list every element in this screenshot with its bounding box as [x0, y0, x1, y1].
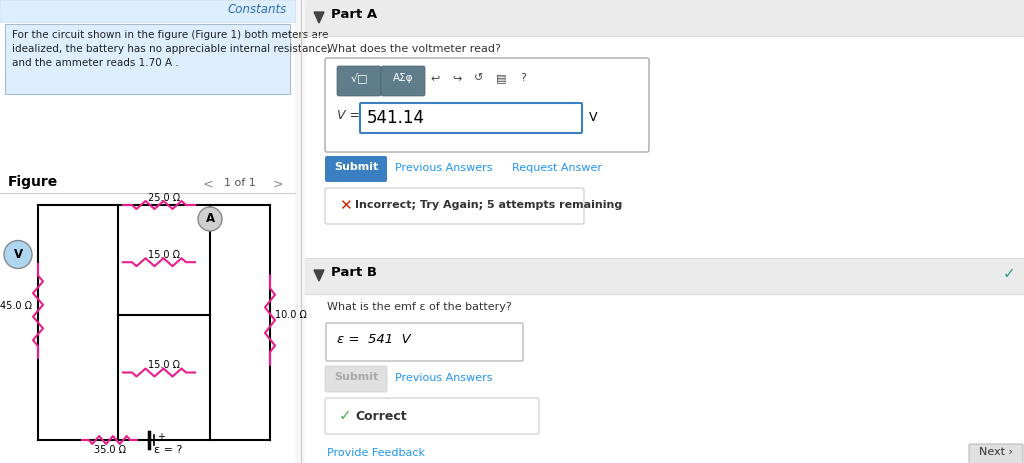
Text: ↺: ↺ — [474, 73, 483, 83]
Polygon shape — [314, 270, 324, 281]
FancyBboxPatch shape — [325, 188, 584, 224]
Polygon shape — [314, 12, 324, 23]
FancyBboxPatch shape — [0, 0, 295, 22]
Text: ↩: ↩ — [430, 73, 439, 83]
Text: For the circuit shown in the figure (Figure 1) both meters are: For the circuit shown in the figure (Fig… — [12, 30, 329, 40]
Text: Previous Answers: Previous Answers — [395, 163, 493, 173]
FancyBboxPatch shape — [326, 323, 523, 361]
Text: and the ammeter reads 1.70 A .: and the ammeter reads 1.70 A . — [12, 58, 179, 68]
Text: What is the emf ε of the battery?: What is the emf ε of the battery? — [327, 302, 512, 312]
Text: Constants: Constants — [227, 3, 287, 16]
Text: Part B: Part B — [331, 266, 377, 279]
Text: 25.0 Ω: 25.0 Ω — [147, 193, 180, 203]
Text: 15.0 Ω: 15.0 Ω — [148, 361, 180, 370]
Text: Incorrect; Try Again; 5 attempts remaining: Incorrect; Try Again; 5 attempts remaini… — [355, 200, 623, 210]
FancyBboxPatch shape — [325, 366, 387, 392]
Text: >: > — [272, 178, 284, 191]
Text: V: V — [589, 111, 597, 124]
Text: ↪: ↪ — [453, 73, 462, 83]
Circle shape — [4, 240, 32, 269]
Text: √□: √□ — [350, 73, 368, 84]
Text: V =: V = — [337, 109, 360, 122]
FancyBboxPatch shape — [325, 156, 387, 182]
FancyBboxPatch shape — [305, 0, 1024, 36]
Text: ▤: ▤ — [496, 73, 506, 83]
FancyBboxPatch shape — [305, 0, 1024, 463]
Text: 1 of 1: 1 of 1 — [224, 178, 256, 188]
FancyBboxPatch shape — [0, 0, 295, 463]
Text: 10.0 Ω: 10.0 Ω — [275, 310, 307, 320]
Text: Previous Answers: Previous Answers — [395, 373, 493, 383]
Text: Part A: Part A — [331, 8, 377, 21]
FancyBboxPatch shape — [381, 66, 425, 96]
Text: ?: ? — [520, 73, 526, 83]
Text: idealized, the battery has no appreciable internal resistance,: idealized, the battery has no appreciabl… — [12, 44, 331, 54]
Text: Request Answer: Request Answer — [512, 163, 602, 173]
FancyBboxPatch shape — [305, 258, 1024, 294]
Text: Submit: Submit — [334, 372, 378, 382]
Text: ✕: ✕ — [339, 198, 352, 213]
Text: ✓: ✓ — [339, 408, 352, 423]
Text: ε = ?: ε = ? — [154, 445, 182, 455]
Text: Next ›: Next › — [979, 447, 1013, 457]
Text: A: A — [206, 213, 215, 225]
Text: What does the voltmeter read?: What does the voltmeter read? — [327, 44, 501, 54]
Text: <: < — [203, 178, 213, 191]
Circle shape — [198, 207, 222, 231]
Text: ✓: ✓ — [1002, 266, 1015, 281]
FancyBboxPatch shape — [337, 66, 381, 96]
Text: Provide Feedback: Provide Feedback — [327, 448, 425, 458]
Text: 35.0 Ω: 35.0 Ω — [93, 445, 126, 455]
Text: Figure: Figure — [8, 175, 58, 189]
Text: V: V — [13, 248, 23, 261]
Text: ΑΣφ: ΑΣφ — [393, 73, 414, 83]
FancyBboxPatch shape — [325, 58, 649, 152]
Text: 541.14: 541.14 — [367, 109, 425, 127]
FancyBboxPatch shape — [325, 398, 539, 434]
Text: 45.0 Ω: 45.0 Ω — [0, 301, 32, 311]
Text: +: + — [157, 432, 165, 442]
Text: Submit: Submit — [334, 162, 378, 172]
FancyBboxPatch shape — [5, 24, 290, 94]
Text: ε =  541  V: ε = 541 V — [337, 333, 411, 346]
Text: Correct: Correct — [355, 410, 407, 423]
FancyBboxPatch shape — [360, 103, 582, 133]
Text: 15.0 Ω: 15.0 Ω — [148, 250, 180, 260]
FancyBboxPatch shape — [969, 444, 1023, 463]
